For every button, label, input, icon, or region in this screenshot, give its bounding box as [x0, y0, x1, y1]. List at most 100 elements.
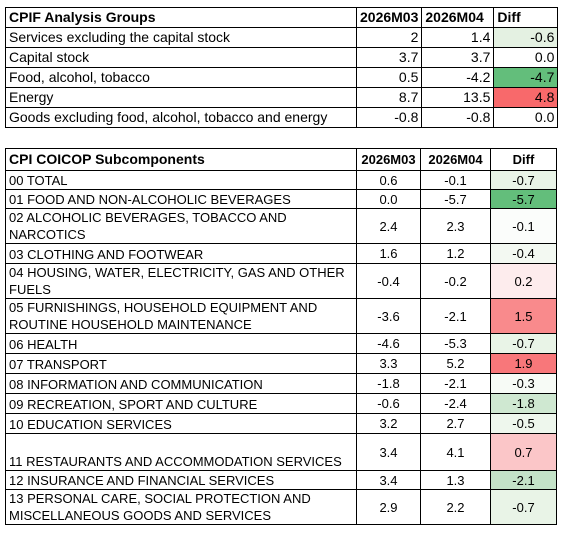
row: 03 CLOTHING AND FOOTWEAR 1.6 1.2 -0.4 [5, 243, 557, 264]
value-cell: 2 [355, 27, 423, 48]
diff-cell: -0.7 [490, 489, 557, 525]
header-row: CPIF Analysis Groups 2026M03 2026M04 Diff [5, 7, 559, 28]
value-cell: 1.6 [356, 243, 421, 264]
value-cell: 3.4 [356, 470, 421, 490]
row: 06 HEALTH -4.6 -5.3 -0.7 [5, 333, 557, 354]
header-cell: 2026M04 [421, 7, 495, 28]
row: 04 HOUSING, WATER, ELECTRICITY, GAS AND … [5, 263, 557, 299]
value-cell: 13.5 [421, 87, 495, 108]
row: 08 INFORMATION AND COMMUNICATION -1.8 -2.1… [5, 373, 557, 394]
value-cell: -0.4 [356, 263, 421, 299]
value-cell: -0.1 [420, 170, 491, 190]
row-label: Food, alcohol, tobacco [5, 67, 357, 88]
value-cell: -2.1 [420, 298, 491, 334]
value-cell: 2.2 [420, 489, 491, 525]
value-cell: -1.8 [356, 373, 421, 394]
value-cell: 0.5 [355, 67, 423, 88]
value-cell: 2.3 [420, 208, 491, 244]
value-cell: -4.6 [356, 333, 421, 354]
value-cell: 5.2 [420, 353, 491, 374]
row: 12 INSURANCE AND FINANCIAL SERVICES 3.4 1.… [5, 470, 557, 490]
row-label: 00 TOTAL [5, 170, 357, 190]
header-cell: CPIF Analysis Groups [5, 7, 357, 28]
value-cell: 1.3 [420, 470, 491, 490]
diff-cell: 0.2 [490, 263, 557, 299]
value-cell: -0.2 [420, 263, 491, 299]
value-cell: 2.9 [356, 489, 421, 525]
value-cell: -4.2 [421, 67, 495, 88]
row-label: Capital stock [5, 47, 357, 68]
row: Services excluding the capital stock 2 1.4… [5, 27, 559, 48]
value-cell: 4.1 [420, 433, 491, 471]
value-cell: 0.6 [356, 170, 421, 190]
row-label: 05 FURNISHINGS, HOUSEHOLD EQUIPMENT AND … [5, 298, 357, 334]
value-cell: -2.1 [420, 373, 491, 394]
diff-cell: 0.0 [493, 47, 559, 68]
row-label: 06 HEALTH [5, 333, 357, 354]
row-label: 03 CLOTHING AND FOOTWEAR [5, 243, 357, 264]
diff-cell: -2.1 [490, 470, 557, 490]
row-label: 04 HOUSING, WATER, ELECTRICITY, GAS AND … [5, 263, 357, 299]
header-cell: CPI COICOP Subcomponents [5, 148, 357, 171]
row: 07 TRANSPORT 3.3 5.2 1.9 [5, 353, 557, 374]
row-label: 10 EDUCATION SERVICES [5, 413, 357, 434]
row-label: 07 TRANSPORT [5, 353, 357, 374]
row: Capital stock 3.7 3.7 0.0 [5, 47, 559, 68]
value-cell: -0.8 [421, 107, 495, 128]
row: Goods excluding food, alcohol, tobacco a… [5, 107, 559, 128]
value-cell: 3.3 [356, 353, 421, 374]
value-cell: -2.4 [420, 393, 491, 414]
value-cell: -0.8 [355, 107, 423, 128]
diff-cell: -0.7 [490, 170, 557, 190]
row: Energy 8.7 13.5 4.8 [5, 87, 559, 108]
header-cell: 2026M04 [420, 148, 491, 171]
diff-cell: -0.5 [490, 413, 557, 434]
row-label: 08 INFORMATION AND COMMUNICATION [5, 373, 357, 394]
row-label: 13 PERSONAL CARE, SOCIAL PROTECTION AND … [5, 489, 357, 525]
row: 10 EDUCATION SERVICES 3.2 2.7 -0.5 [5, 413, 557, 434]
diff-cell: -0.1 [490, 208, 557, 244]
row-label: 01 FOOD AND NON-ALCOHOLIC BEVERAGES [5, 189, 357, 209]
header-cell: 2026M03 [356, 148, 421, 171]
diff-cell: 0.7 [490, 433, 557, 471]
row: 00 TOTAL 0.6 -0.1 -0.7 [5, 170, 557, 190]
diff-cell: 1.5 [490, 298, 557, 334]
value-cell: -5.7 [420, 189, 491, 209]
row: 05 FURNISHINGS, HOUSEHOLD EQUIPMENT AND … [5, 298, 557, 334]
header-cell: Diff [490, 148, 557, 171]
value-cell: -5.3 [420, 333, 491, 354]
diff-cell: -0.7 [490, 333, 557, 354]
value-cell: -0.6 [356, 393, 421, 414]
value-cell: 1.4 [421, 27, 495, 48]
header-row: CPI COICOP Subcomponents 2026M03 2026M04 Di… [5, 148, 557, 171]
row: 01 FOOD AND NON-ALCOHOLIC BEVERAGES 0.0 -5… [5, 189, 557, 209]
row: 13 PERSONAL CARE, SOCIAL PROTECTION AND … [5, 489, 557, 525]
row: 02 ALCOHOLIC BEVERAGES, TOBACCO AND NARC… [5, 208, 557, 244]
diff-cell: 4.8 [493, 87, 559, 108]
diff-cell: -0.3 [490, 373, 557, 394]
row: 11 RESTAURANTS AND ACCOMMODATION SERVICE… [5, 433, 557, 471]
value-cell: 0.0 [356, 189, 421, 209]
row: 09 RECREATION, SPORT AND CULTURE -0.6 -2.4… [5, 393, 557, 414]
row-label: 09 RECREATION, SPORT AND CULTURE [5, 393, 357, 414]
cpif-table: CPIF Analysis Groups 2026M03 2026M04 Diff Se… [5, 7, 559, 128]
header-cell: 2026M03 [355, 7, 423, 28]
value-cell: 3.4 [356, 433, 421, 471]
row-label: 12 INSURANCE AND FINANCIAL SERVICES [5, 470, 357, 490]
value-cell: -3.6 [356, 298, 421, 334]
header-cell: Diff [493, 7, 559, 28]
value-cell: 2.7 [420, 413, 491, 434]
value-cell: 8.7 [355, 87, 423, 108]
row: Food, alcohol, tobacco 0.5 -4.2 -4.7 [5, 67, 559, 88]
diff-cell: -5.7 [490, 189, 557, 209]
diff-cell: -0.6 [493, 27, 559, 48]
value-cell: 2.4 [356, 208, 421, 244]
coicop-table: CPI COICOP Subcomponents 2026M03 2026M04 Di… [5, 148, 557, 525]
value-cell: 3.2 [356, 413, 421, 434]
diff-cell: 1.9 [490, 353, 557, 374]
value-cell: 3.7 [421, 47, 495, 68]
diff-cell: -4.7 [493, 67, 559, 88]
row-label: 11 RESTAURANTS AND ACCOMMODATION SERVICE… [5, 433, 357, 471]
value-cell: 1.2 [420, 243, 491, 264]
